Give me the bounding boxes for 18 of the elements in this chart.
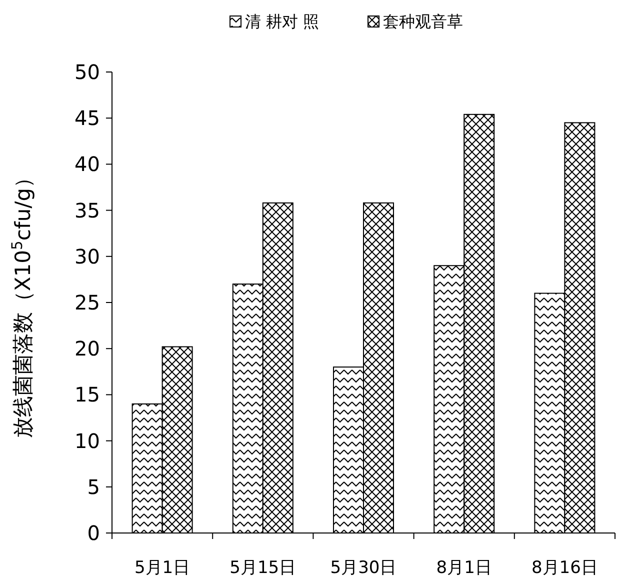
y-tick-label: 20 xyxy=(74,336,100,361)
legend-label: 套种观音草 xyxy=(383,12,463,31)
y-tick-label: 25 xyxy=(74,290,100,314)
x-tick-label: 8月1日 xyxy=(436,558,492,578)
y-tick-label: 45 xyxy=(74,106,100,130)
y-tick-label: 35 xyxy=(74,198,100,222)
x-tick-label: 5月1日 xyxy=(134,558,190,578)
y-tick-label: 15 xyxy=(74,382,100,407)
x-tick-label: 8月16日 xyxy=(531,558,598,578)
y-tick-label: 40 xyxy=(74,152,100,176)
x-tick-label: 5月30日 xyxy=(330,558,397,578)
x-tick-label: 5月15日 xyxy=(230,558,296,578)
y-tick-label: 0 xyxy=(87,521,100,545)
y-tick-label: 30 xyxy=(74,244,100,268)
y-tick-label: 10 xyxy=(74,428,100,453)
legend-label: 清 耕对 照 xyxy=(245,12,320,31)
y-tick-label: 5 xyxy=(87,474,100,499)
y-tick-label: 50 xyxy=(74,60,100,84)
